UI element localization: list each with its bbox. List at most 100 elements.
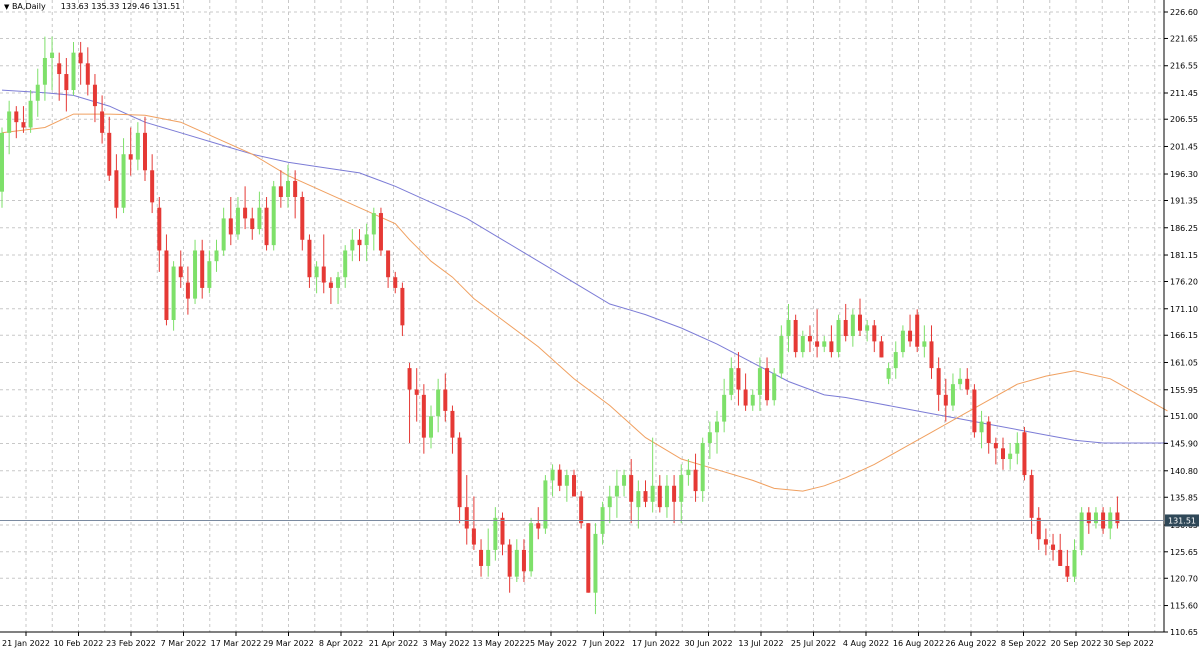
candle [214,239,219,272]
candle [128,127,133,176]
candle [464,475,469,545]
y-tick-label: 196.30 [1170,170,1198,179]
candle-body [1086,512,1091,524]
candle-body [414,389,419,395]
candle [143,116,147,181]
candle-body [900,330,905,353]
candle [50,36,55,91]
candle-body [364,234,369,246]
candle-body [1029,475,1034,518]
candle [822,336,827,353]
candle [643,480,648,508]
candle [772,368,777,406]
candle [979,410,984,449]
candle-body [92,84,97,107]
candle-body [7,111,12,133]
candle-body [200,250,205,288]
candle [1108,507,1113,540]
collapse-triangle-icon[interactable]: ▼ [4,3,10,11]
candle-body [429,416,433,438]
chart-header: ▼ BA,Daily 133.63 135.33 129.46 131.51 [4,2,180,11]
moving-average-fast-line [1,113,1168,492]
ohlc-readout: 133.63 135.33 129.46 131.51 [60,2,181,11]
candle-body [664,485,669,508]
candle [0,127,4,208]
x-tick-label: 4 Aug 2022 [843,639,889,648]
x-tick-label: 25 Jul 2022 [791,639,836,648]
candle [815,309,820,358]
candle-body [0,132,4,192]
candle [564,469,569,502]
candle [21,106,26,133]
candle-body [614,485,619,497]
candle [486,528,491,577]
candle-body [1051,544,1056,550]
candle-body [328,282,333,288]
candle-body [886,368,891,379]
candle [900,325,905,358]
candle [443,373,448,422]
candle [185,266,190,315]
candle-body [815,341,820,347]
candle-body [357,239,362,246]
candle-body [743,389,748,406]
candle [843,303,848,342]
candle [42,36,47,101]
candle [350,229,355,262]
candle-body [765,368,770,401]
candle-body [700,442,705,492]
candle-body [500,517,505,545]
candle [829,325,834,358]
candle-body [807,336,812,342]
candle [400,282,405,337]
candle-body [100,111,105,133]
candle-body [893,352,898,369]
candle-body [1093,512,1098,524]
candle [636,480,641,529]
candle-body [943,394,948,406]
y-tick-label: 125.65 [1170,548,1198,557]
candle [135,122,140,171]
candle [436,378,441,433]
candle [28,90,33,133]
symbol-label: BA,Daily [11,2,46,11]
x-tick-label: 7 Mar 2022 [161,639,207,648]
candle [1093,507,1098,529]
x-tick-label: 26 Aug 2022 [945,639,996,648]
x-tick-label: 17 Mar 2022 [211,639,262,648]
y-tick-label: 216.55 [1170,62,1198,71]
candle [264,197,269,251]
candle-body [393,277,398,288]
candle-body [529,523,534,572]
candle-body [457,437,462,508]
candle [529,517,534,577]
candle [364,223,369,262]
candle [14,106,19,139]
candle [557,464,562,492]
candle [100,95,105,144]
candle [858,298,862,337]
candle [421,384,426,454]
candle-body [35,84,40,101]
candle [307,234,312,288]
candle [193,239,198,304]
candle-body [836,319,841,353]
candle [257,191,262,235]
candle-body [235,207,240,235]
candle-body [536,523,541,529]
candle-body [922,341,927,347]
candle-body [157,207,162,251]
candle [293,170,298,219]
candle [35,68,40,117]
y-tick-label: 120.70 [1170,574,1198,583]
candle [922,325,927,358]
candle-body [843,319,848,337]
candle-body [143,132,147,171]
candle-body [750,394,755,406]
candle [207,250,212,294]
candle [250,207,255,240]
candle-body [872,325,877,342]
candle [908,314,913,347]
